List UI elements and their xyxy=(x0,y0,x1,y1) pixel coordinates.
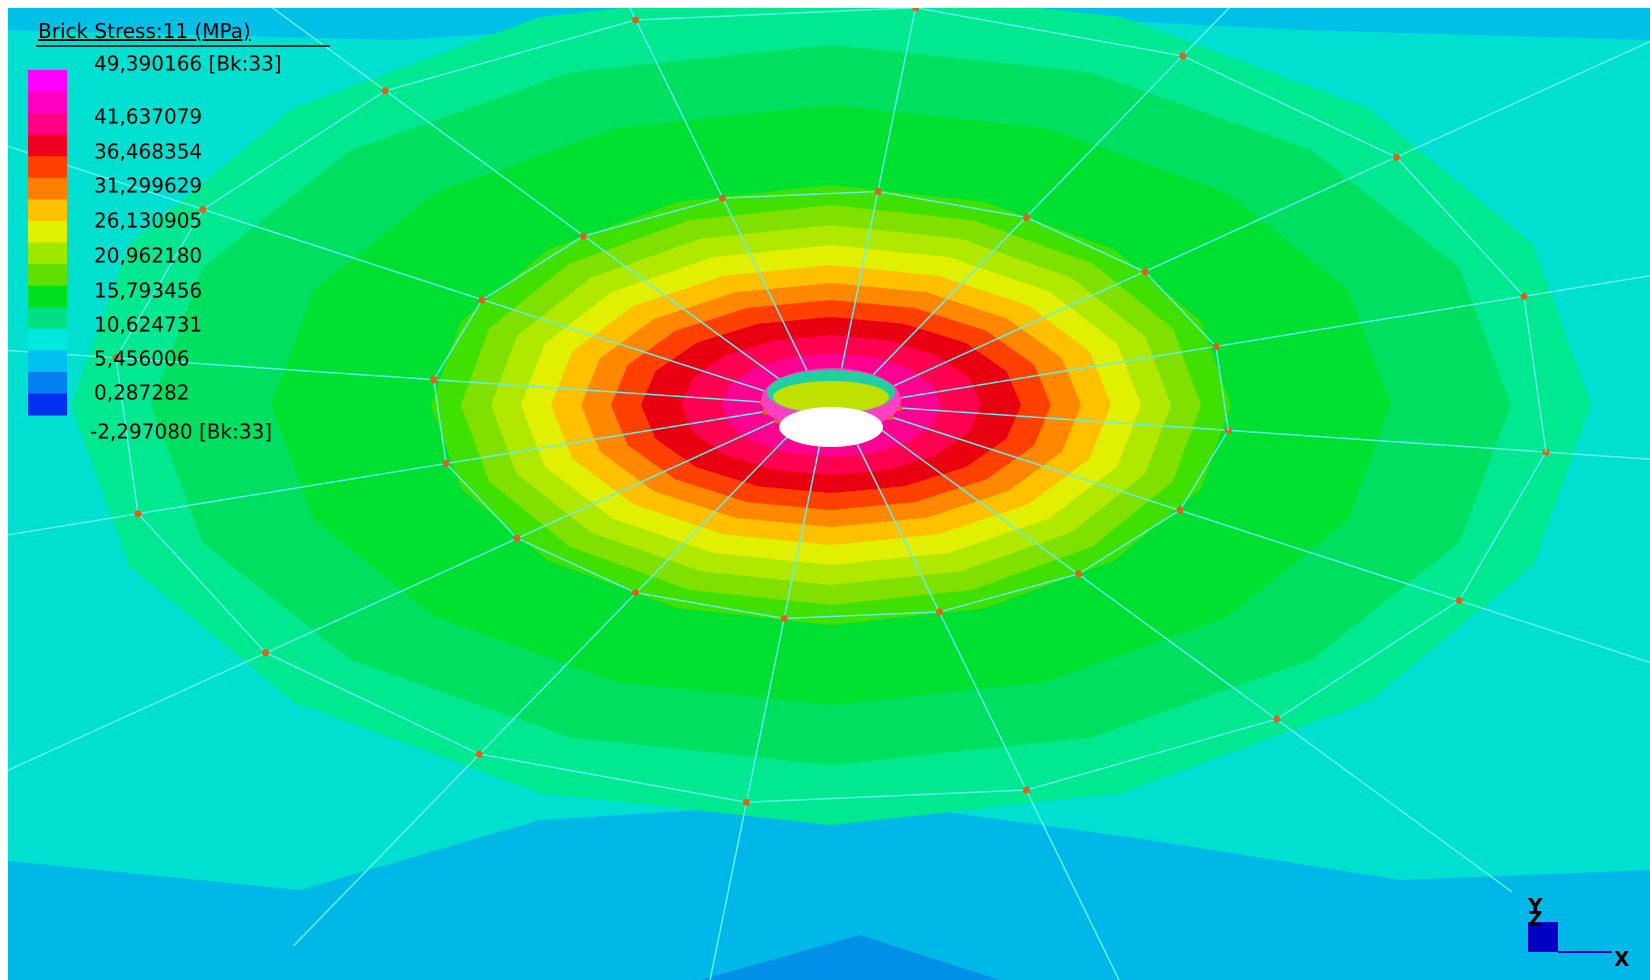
mesh-node xyxy=(580,233,587,240)
legend-swatch xyxy=(28,307,67,329)
triad-x: X xyxy=(1614,947,1630,971)
mesh-node xyxy=(1179,53,1186,60)
mesh-node xyxy=(430,376,437,383)
mesh-node xyxy=(1142,268,1149,275)
page: {"legend": {"title": "Brick Stress:11 (M… xyxy=(0,0,1650,980)
mesh-node xyxy=(476,750,483,757)
mesh-node xyxy=(1176,507,1183,514)
legend-swatch xyxy=(28,286,67,308)
mesh-node xyxy=(1393,154,1400,161)
legend-label: 31,299629 xyxy=(94,174,202,198)
legend-swatch xyxy=(28,350,67,372)
legend-label: 41,637079 xyxy=(94,105,202,129)
mesh-node xyxy=(135,510,142,517)
legend-label: 26,130905 xyxy=(94,209,202,233)
legend-swatch xyxy=(28,199,67,221)
mesh-node xyxy=(875,188,882,195)
contour-view: Brick Stress:11 (MPa) 49,390166 [Bk:33] 4… xyxy=(0,0,1650,980)
mesh-node xyxy=(1075,570,1082,577)
triad-z: Z xyxy=(1528,907,1543,931)
mesh-node xyxy=(1212,343,1219,350)
mesh-node xyxy=(743,799,750,806)
legend-swatch xyxy=(28,221,67,243)
legend-swatch xyxy=(28,70,67,92)
legend-swatch xyxy=(28,113,67,135)
legend-swatch xyxy=(28,372,67,394)
mesh-node xyxy=(513,535,520,542)
mesh-node xyxy=(936,608,943,615)
legend-label: 0,287282 xyxy=(94,381,189,405)
mesh-node xyxy=(262,649,269,656)
mesh-node xyxy=(719,195,726,202)
legend-swatch xyxy=(28,243,67,265)
mesh-node xyxy=(1520,293,1527,300)
legend-label: 36,468354 xyxy=(94,140,202,164)
hole-opening xyxy=(779,407,883,447)
legend-swatch xyxy=(28,92,67,114)
mesh-node xyxy=(382,87,389,94)
legend-swatch xyxy=(28,178,67,200)
legend-label: -2,297080 [Bk:33] xyxy=(90,420,272,444)
mesh-node xyxy=(1023,786,1030,793)
mesh-node xyxy=(479,296,486,303)
mesh-node xyxy=(1023,214,1030,221)
mesh-node xyxy=(1273,716,1280,723)
legend-label: 5,456006 xyxy=(94,347,189,371)
legend-label: 10,624731 xyxy=(94,313,202,337)
mesh-node xyxy=(632,589,639,596)
legend-swatch xyxy=(28,393,67,415)
mesh-node xyxy=(780,615,787,622)
mesh-node xyxy=(912,4,919,11)
mesh-node xyxy=(632,17,639,24)
mesh-node xyxy=(443,460,450,467)
legend-swatch xyxy=(28,329,67,351)
mesh-node xyxy=(1456,597,1463,604)
legend-label: 49,390166 [Bk:33] xyxy=(94,52,282,76)
legend-swatch xyxy=(28,135,67,157)
legend-swatch xyxy=(28,156,67,178)
legend-label: 15,793456 xyxy=(94,279,202,303)
legend-title: Brick Stress:11 (MPa) xyxy=(38,19,251,43)
legend-label: 20,962180 xyxy=(94,244,202,268)
legend-swatch xyxy=(28,264,67,286)
